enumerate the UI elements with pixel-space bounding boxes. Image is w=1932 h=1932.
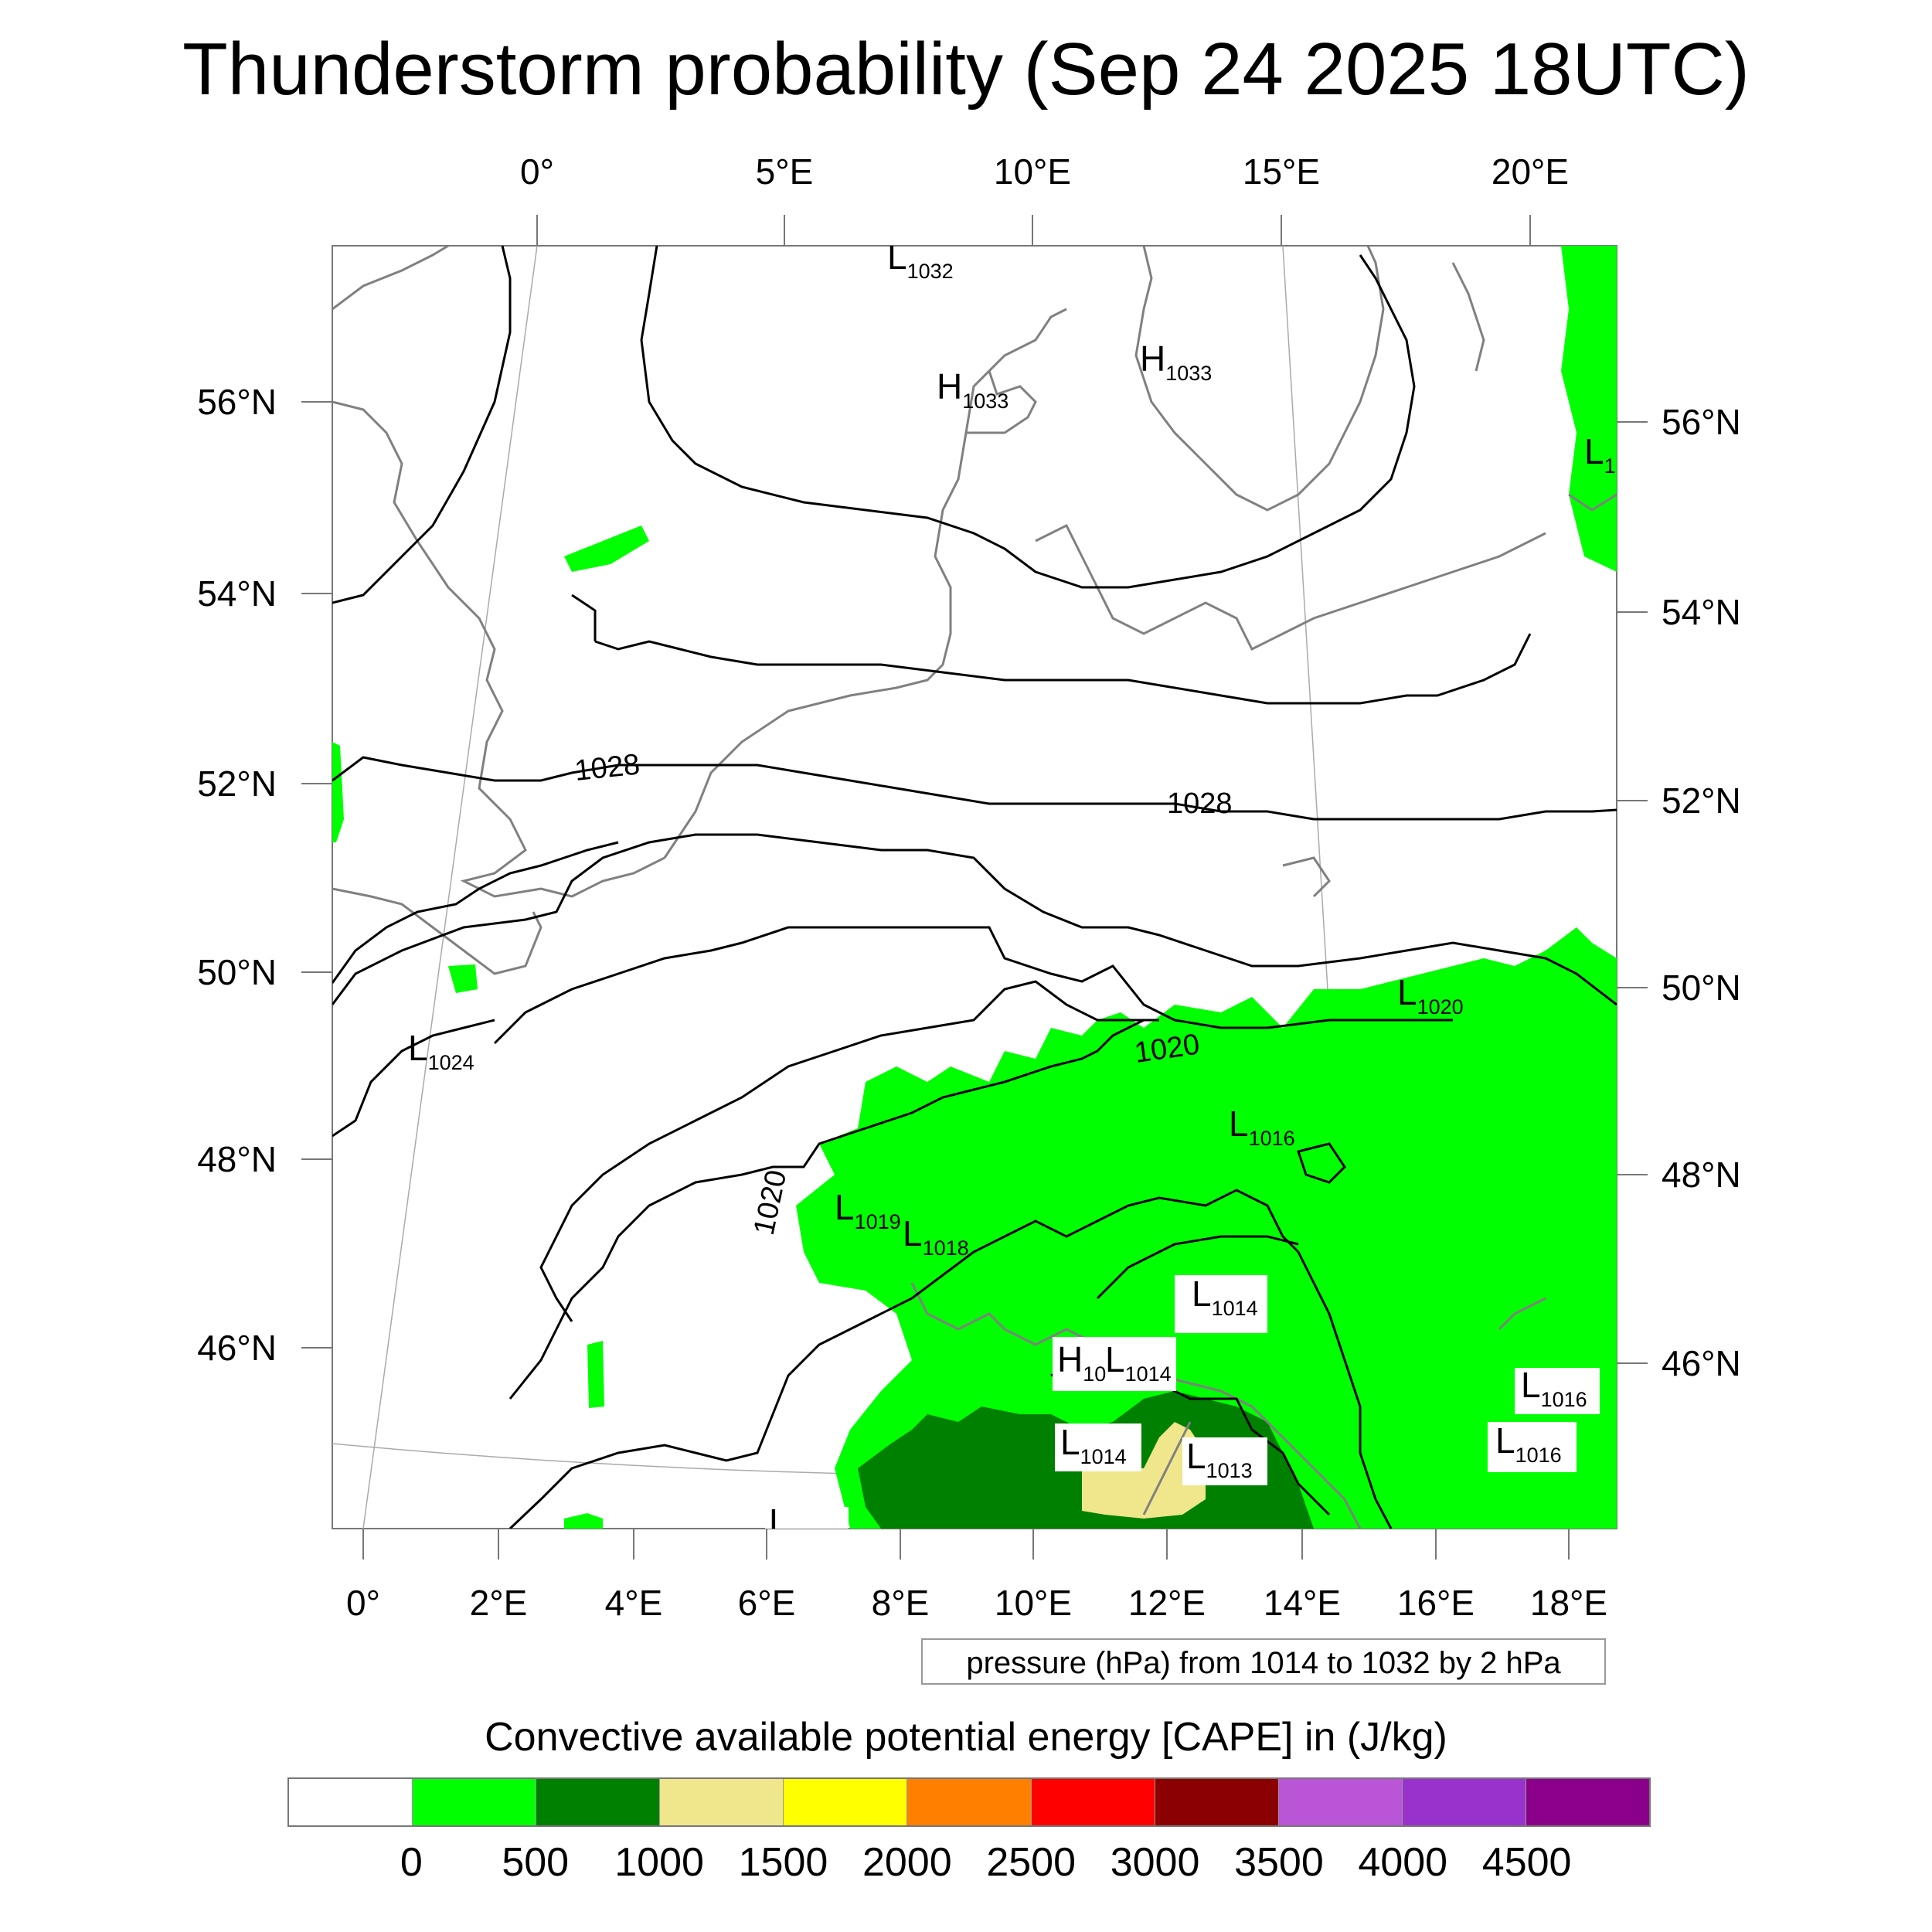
cape-area-green-7 bbox=[564, 1513, 603, 1529]
colorbar-swatch bbox=[1402, 1779, 1526, 1825]
colorbar-swatch bbox=[907, 1779, 1032, 1825]
cape-area-green-6 bbox=[587, 1341, 604, 1408]
pressure-center: L1017 bbox=[769, 1502, 835, 1548]
tick-label: 20°E bbox=[1492, 151, 1569, 192]
colorbar-labels: 0 500 1000 1500 2000 2500 3000 3500 4000 4500 bbox=[0, 1839, 1932, 1893]
tick-label: 54°N bbox=[197, 573, 277, 614]
contour-label-1028-west: 1028 bbox=[573, 748, 641, 787]
tick-label: 10°E bbox=[994, 151, 1071, 192]
tick-label: 48°N bbox=[197, 1139, 277, 1179]
pressure-center: L1024 bbox=[408, 1028, 474, 1074]
colorbar-label: 4500 bbox=[1481, 1840, 1572, 1885]
pressure-center: L1016 bbox=[1495, 1420, 1562, 1467]
pressure-center: L1 bbox=[1584, 431, 1616, 478]
colorbar-label: 2000 bbox=[862, 1840, 952, 1885]
tick-label: 46°N bbox=[197, 1328, 277, 1368]
tick-label: 46°N bbox=[1662, 1343, 1741, 1383]
coastlines bbox=[332, 246, 1617, 1529]
tick-label: 56°N bbox=[197, 382, 277, 422]
contour-label-1028-east: 1028 bbox=[1167, 787, 1233, 820]
colorbar-swatch bbox=[1278, 1779, 1403, 1825]
isobars bbox=[332, 246, 1617, 1529]
bottom-longitude-labels: 0° 2°E 4°E 6°E 8°E 10°E 12°E 14°E 16°E 1… bbox=[346, 1583, 1607, 1623]
cape-area-green-4 bbox=[332, 742, 344, 842]
pressure-centers: L1032 H1033 H1033 L1 L1024 L1020 L1016 L… bbox=[408, 236, 1616, 1548]
colorbar-label: 4000 bbox=[1358, 1840, 1448, 1885]
map-title: Thunderstorm probability (Sep 24 2025 18… bbox=[182, 28, 1750, 111]
tick-label: 0° bbox=[520, 151, 554, 192]
tick-label: 14°E bbox=[1264, 1583, 1341, 1623]
cape-area-green-3 bbox=[564, 526, 649, 572]
pressure-center: L1018 bbox=[903, 1213, 969, 1260]
tick-marks bbox=[301, 215, 1648, 1560]
pressure-center: H1033 bbox=[1140, 338, 1212, 385]
colorbar bbox=[287, 1777, 1651, 1827]
colorbar-swatch bbox=[660, 1779, 784, 1825]
tick-label: 50°N bbox=[1662, 968, 1741, 1008]
tick-label: 0° bbox=[346, 1583, 380, 1623]
tick-label: 18°E bbox=[1530, 1583, 1607, 1623]
pressure-center: L1016 bbox=[1229, 1104, 1295, 1150]
pressure-contour-note: pressure (hPa) from 1014 to 1032 by 2 hP… bbox=[921, 1638, 1606, 1685]
pressure-center: L1014 bbox=[1060, 1422, 1127, 1468]
pressure-center: H10 bbox=[1057, 1339, 1106, 1386]
pressure-center: L1014 bbox=[1105, 1339, 1172, 1386]
tick-label: 5°E bbox=[756, 151, 814, 192]
tick-label: 52°N bbox=[1662, 781, 1741, 821]
colorbar-label: 3000 bbox=[1110, 1840, 1200, 1885]
tick-label: 56°N bbox=[1662, 402, 1741, 442]
pressure-center: L1019 bbox=[835, 1187, 901, 1233]
tick-label: 15°E bbox=[1243, 151, 1320, 192]
tick-label: 54°N bbox=[1662, 592, 1741, 632]
tick-label: 16°E bbox=[1397, 1583, 1475, 1623]
tick-label: 8°E bbox=[872, 1583, 930, 1623]
pressure-center: L1020 bbox=[1397, 972, 1464, 1019]
top-longitude-labels: 0° 5°E 10°E 15°E 20°E bbox=[520, 151, 1569, 192]
tick-label: 6°E bbox=[738, 1583, 796, 1623]
pressure-center: L1016 bbox=[1521, 1365, 1587, 1411]
colorbar-label: 3500 bbox=[1234, 1840, 1324, 1885]
tick-label: 4°E bbox=[605, 1583, 663, 1623]
colorbar-label: 1500 bbox=[738, 1840, 828, 1885]
colorbar-title: Convective available potential energy [C… bbox=[485, 1715, 1447, 1760]
tick-label: 50°N bbox=[197, 952, 277, 992]
cape-area-green-2 bbox=[1561, 246, 1617, 572]
pressure-center: L1014 bbox=[1192, 1274, 1258, 1320]
tick-label: 12°E bbox=[1128, 1583, 1206, 1623]
left-latitude-labels: 56°N 54°N 52°N 50°N 48°N 46°N bbox=[197, 382, 277, 1368]
pressure-center: H1033 bbox=[937, 366, 1009, 413]
pressure-center: L1013 bbox=[1186, 1436, 1253, 1482]
cape-shading bbox=[332, 246, 1617, 1529]
tick-label: 2°E bbox=[470, 1583, 528, 1623]
cape-area-green bbox=[796, 927, 1617, 1529]
colorbar-swatch bbox=[1031, 1779, 1155, 1825]
colorbar-swatch bbox=[784, 1779, 908, 1825]
colorbar-label: 0 bbox=[400, 1840, 423, 1885]
colorbar-swatch bbox=[536, 1779, 661, 1825]
tick-label: 10°E bbox=[995, 1583, 1072, 1623]
tick-label: 52°N bbox=[197, 764, 277, 804]
colorbar-swatch bbox=[289, 1779, 413, 1825]
pressure-center: L1032 bbox=[887, 236, 954, 283]
colorbar-swatch bbox=[1155, 1779, 1279, 1825]
colorbar-label: 500 bbox=[502, 1840, 570, 1885]
cape-area-green-5 bbox=[448, 964, 478, 993]
colorbar-swatch bbox=[1526, 1779, 1650, 1825]
tick-label: 48°N bbox=[1662, 1155, 1741, 1195]
colorbar-label: 1000 bbox=[614, 1840, 704, 1885]
colorbar-label: 2500 bbox=[986, 1840, 1077, 1885]
right-latitude-labels: 56°N 54°N 52°N 50°N 48°N 46°N bbox=[1662, 402, 1741, 1383]
colorbar-swatch bbox=[413, 1779, 537, 1825]
